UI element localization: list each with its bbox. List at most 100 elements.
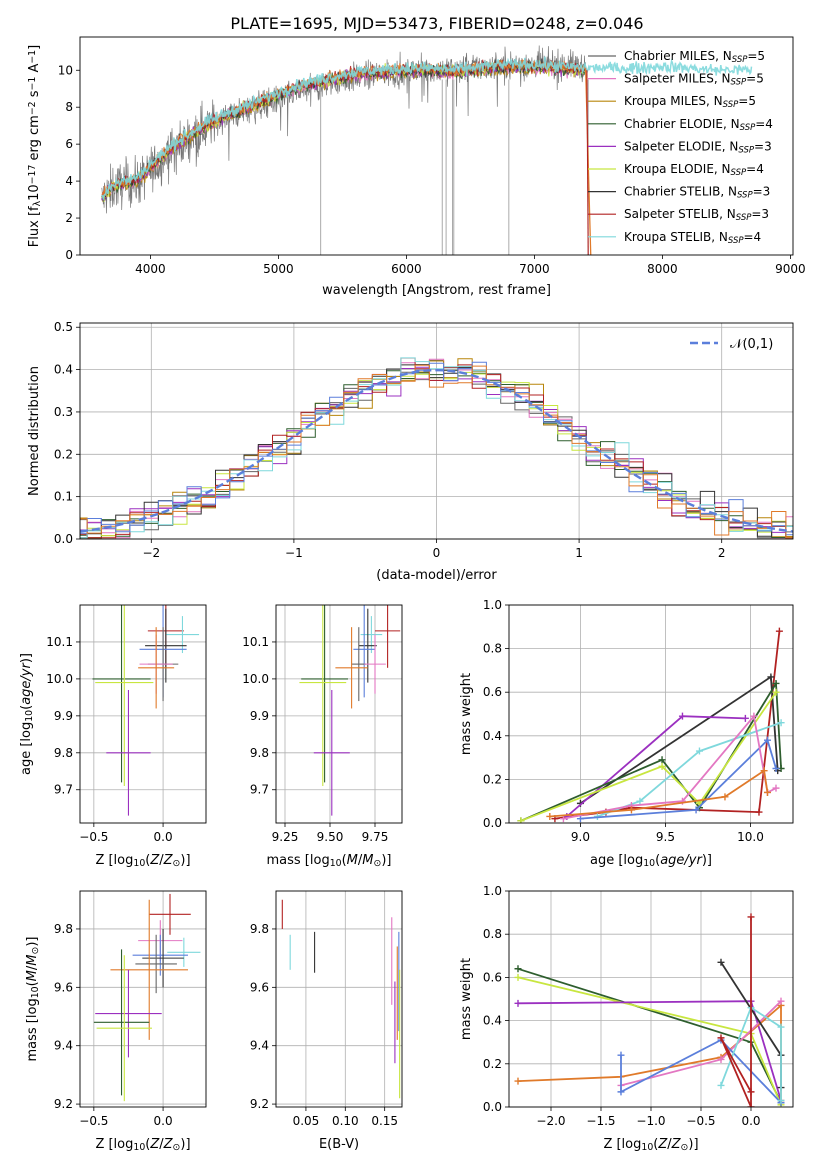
y-axis-label: Flux [fλ10−17 erg cm−2 s−1 A−1] (27, 45, 43, 247)
axes-frame (79, 604, 207, 824)
x-tick-label: 10.0 (737, 830, 764, 844)
y-tick-label: 9.8 (250, 746, 269, 760)
series-marker (772, 765, 780, 772)
y-axis-label: mass [log10(M/M⊙)] (25, 937, 41, 1062)
plot-area (80, 357, 793, 539)
x-tick-label: −2 (142, 546, 160, 560)
x-tick-label: 9.0 (571, 830, 590, 844)
x-tick-label: 9000 (775, 262, 806, 276)
y-tick-label: 9.2 (54, 1097, 73, 1111)
x-tick-label: 9.25 (272, 830, 299, 844)
series-marker (517, 817, 525, 823)
errorbar-point (375, 605, 401, 668)
y-tick-label: 9.7 (54, 783, 73, 797)
y-tick-label: 9.8 (250, 922, 269, 936)
plot-area (281, 899, 401, 1099)
series-marker (750, 712, 758, 720)
axes-frame (508, 604, 794, 824)
series-line (563, 714, 777, 820)
x-tick-label: 0.0 (154, 1114, 173, 1128)
axes-weight_vs_age: 9.0 9.5 10.0 0.0 0.2 0.4 0.6 0.8 1.0 age [log10(a… (459, 598, 794, 869)
plot-area (517, 627, 785, 823)
spectrum-model (101, 56, 753, 202)
x-tick-label: 4000 (135, 262, 166, 276)
axes-spectrum: 4000 5000 6000 7000 8000 9000 0 2 4 6 8 10 Chabrier … (27, 36, 806, 298)
x-tick-label: 0.10 (332, 1114, 359, 1128)
y-tick-label: 10.1 (242, 635, 269, 649)
errorbar-point (135, 934, 177, 994)
y-tick-label: 0.6 (483, 970, 502, 984)
spectrum-legend: Chabrier MILES, NSSP=5 Salpeter MILES, NS… (588, 49, 773, 246)
x-axis-label: age [log10(age/yr)] (590, 853, 712, 869)
x-tick-label: −0.5 (79, 1114, 108, 1128)
y-tick-label: 0.5 (54, 320, 73, 334)
y-tick-label: 0.0 (483, 816, 502, 830)
x-tick-label: 2 (718, 546, 726, 560)
series-marker (576, 815, 584, 823)
plot-area (299, 605, 401, 816)
spectrum-model (101, 61, 587, 200)
x-tick-label: 0.15 (371, 1114, 398, 1128)
y-tick-label: 0.8 (483, 642, 502, 656)
y-tick-label: 9.8 (54, 746, 73, 760)
series-line (579, 675, 779, 805)
series-marker (775, 627, 783, 635)
y-tick-label: 0 (65, 248, 73, 262)
series-line (566, 715, 746, 818)
y-tick-label: 9.8 (54, 922, 73, 936)
axes-frame (275, 604, 403, 824)
errorbar-point (92, 605, 151, 783)
errorbar-point (95, 605, 154, 787)
series-line (520, 680, 782, 822)
series-marker (658, 762, 666, 770)
series-marker (767, 673, 775, 681)
errorbar-point (96, 955, 152, 1102)
series-marker (763, 788, 771, 796)
y-tick-label: 0.0 (483, 1100, 502, 1114)
x-axis-label: E(B-V) (319, 1137, 359, 1152)
x-tick-label: −2.0 (536, 1114, 565, 1128)
y-tick-label: 10 (58, 63, 73, 77)
x-tick-label: 0.0 (741, 1114, 760, 1128)
y-tick-label: 9.6 (250, 980, 269, 994)
series-marker (717, 1034, 725, 1042)
x-tick-label: 6000 (391, 262, 422, 276)
series-marker (636, 797, 644, 805)
axes-age_vs_mass: 9.25 9.50 9.75 9.7 9.8 9.9 10.0 10.1 mass [log10… (242, 604, 403, 869)
series-line (720, 1006, 782, 1101)
x-tick-label: 8000 (647, 262, 678, 276)
series-marker (678, 712, 686, 720)
x-axis-label: wavelength [Angstrom, rest frame] (322, 283, 551, 298)
x-tick-label: 0.05 (293, 1114, 320, 1128)
errorbar-point (364, 634, 386, 694)
errorbar-point (358, 608, 377, 683)
series-marker (692, 806, 700, 814)
x-axis-label: Z [log10(Z/Z⊙)] (95, 1137, 190, 1153)
histogram-step (80, 357, 793, 539)
series-marker (763, 736, 771, 744)
axes-frame (275, 890, 403, 1108)
y-tick-label: 6 (65, 137, 73, 151)
series-marker (546, 812, 554, 820)
axes-frame (508, 890, 794, 1108)
errorbar-point (313, 689, 350, 816)
errorbar-point (95, 969, 162, 1058)
errorbar-point (165, 616, 200, 654)
series-marker (772, 784, 780, 792)
y-tick-label: 9.4 (54, 1039, 73, 1053)
axes-age_vs_Z: −0.5 0.0 9.7 9.8 9.9 10.0 10.1 Z [log10(Z/Z⊙)] a… (19, 604, 207, 869)
histogram-step (80, 369, 793, 539)
y-axis-label: mass weight (459, 958, 474, 1040)
y-tick-label: 10.1 (46, 635, 73, 649)
normal-curve (80, 368, 793, 533)
series-marker (747, 1103, 755, 1107)
x-tick-label: 0.0 (154, 830, 173, 844)
legend-label: Salpeter MILES, NSSP=5 (624, 72, 764, 88)
series-line (520, 691, 777, 822)
spectrum-model-edge (584, 68, 592, 255)
y-tick-label: 0.8 (483, 927, 502, 941)
spectrum-model-edge (586, 70, 589, 255)
y-tick-label: 0.4 (54, 363, 73, 377)
errorbar-point (138, 627, 175, 709)
series-marker (772, 688, 780, 696)
